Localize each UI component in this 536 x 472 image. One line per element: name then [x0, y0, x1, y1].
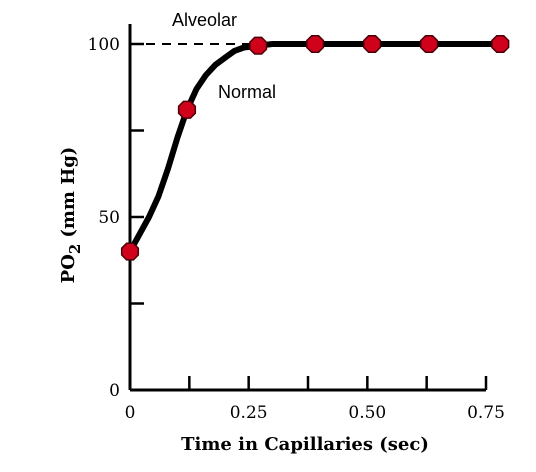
x-tick-label: 0.25 — [230, 403, 268, 423]
y-axis-title-unit: (mm Hg) — [58, 147, 79, 238]
labels-group: Time in Capillaries (sec) PO2 (mm Hg) Alv… — [58, 10, 429, 455]
markers-group — [120, 34, 510, 261]
data-point-marker — [419, 34, 439, 54]
y-axis-title: PO2 (mm Hg) — [58, 147, 84, 284]
data-point-marker — [120, 242, 140, 261]
y-tick-label: 50 — [98, 208, 120, 228]
y-axis-title-group: PO2 (mm Hg) — [58, 147, 84, 284]
x-axis-title: Time in Capillaries (sec) — [181, 434, 429, 455]
data-point-marker — [306, 34, 325, 54]
series-group — [127, 41, 499, 255]
data-point-marker — [249, 36, 268, 55]
x-tick-label: 0 — [125, 403, 136, 423]
axes: 0 50 100 0 0.25 0.50 0.75 — [88, 24, 505, 423]
data-point-marker — [363, 34, 382, 54]
x-tick-label: 0.75 — [467, 403, 505, 423]
data-point-marker — [177, 100, 197, 119]
y-tick-label: 100 — [88, 35, 120, 55]
data-point-marker — [491, 34, 510, 54]
y-axis-title-main: PO — [58, 254, 79, 283]
reference-line-label: Alveolar — [172, 10, 237, 30]
series-label-normal: Normal — [218, 82, 276, 102]
series-line-normal — [127, 41, 499, 255]
x-tick-label: 0.50 — [348, 403, 386, 423]
y-axis-title-subscript: 2 — [66, 244, 84, 254]
y-tick-label: 0 — [109, 381, 120, 401]
